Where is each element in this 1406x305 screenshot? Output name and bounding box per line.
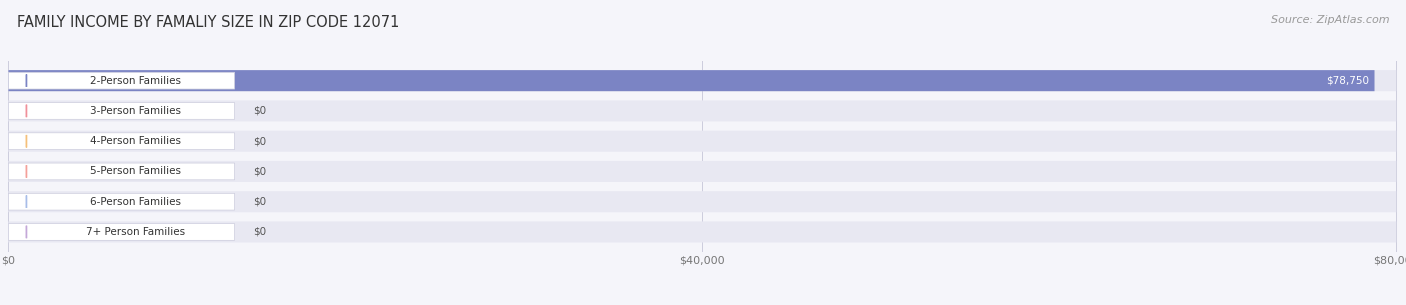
Text: $0: $0 xyxy=(253,106,266,116)
FancyBboxPatch shape xyxy=(8,100,1396,121)
Text: 3-Person Families: 3-Person Families xyxy=(90,106,181,116)
Text: 5-Person Families: 5-Person Families xyxy=(90,167,181,176)
Text: $0: $0 xyxy=(253,197,266,207)
FancyBboxPatch shape xyxy=(8,131,1396,152)
Text: $0: $0 xyxy=(253,227,266,237)
FancyBboxPatch shape xyxy=(8,163,235,180)
FancyBboxPatch shape xyxy=(8,193,235,210)
FancyBboxPatch shape xyxy=(8,70,1396,91)
Text: Source: ZipAtlas.com: Source: ZipAtlas.com xyxy=(1271,15,1389,25)
FancyBboxPatch shape xyxy=(8,221,1396,242)
Text: FAMILY INCOME BY FAMALIY SIZE IN ZIP CODE 12071: FAMILY INCOME BY FAMALIY SIZE IN ZIP COD… xyxy=(17,15,399,30)
Text: 2-Person Families: 2-Person Families xyxy=(90,76,181,86)
Text: 7+ Person Families: 7+ Person Families xyxy=(86,227,186,237)
FancyBboxPatch shape xyxy=(8,102,235,119)
FancyBboxPatch shape xyxy=(8,133,235,149)
FancyBboxPatch shape xyxy=(8,70,1375,91)
Text: 4-Person Families: 4-Person Families xyxy=(90,136,181,146)
Text: $0: $0 xyxy=(253,167,266,176)
FancyBboxPatch shape xyxy=(8,161,1396,182)
Text: $78,750: $78,750 xyxy=(1326,76,1369,86)
Text: $0: $0 xyxy=(253,136,266,146)
FancyBboxPatch shape xyxy=(8,72,235,89)
FancyBboxPatch shape xyxy=(8,191,1396,212)
FancyBboxPatch shape xyxy=(8,224,235,240)
Text: 6-Person Families: 6-Person Families xyxy=(90,197,181,207)
